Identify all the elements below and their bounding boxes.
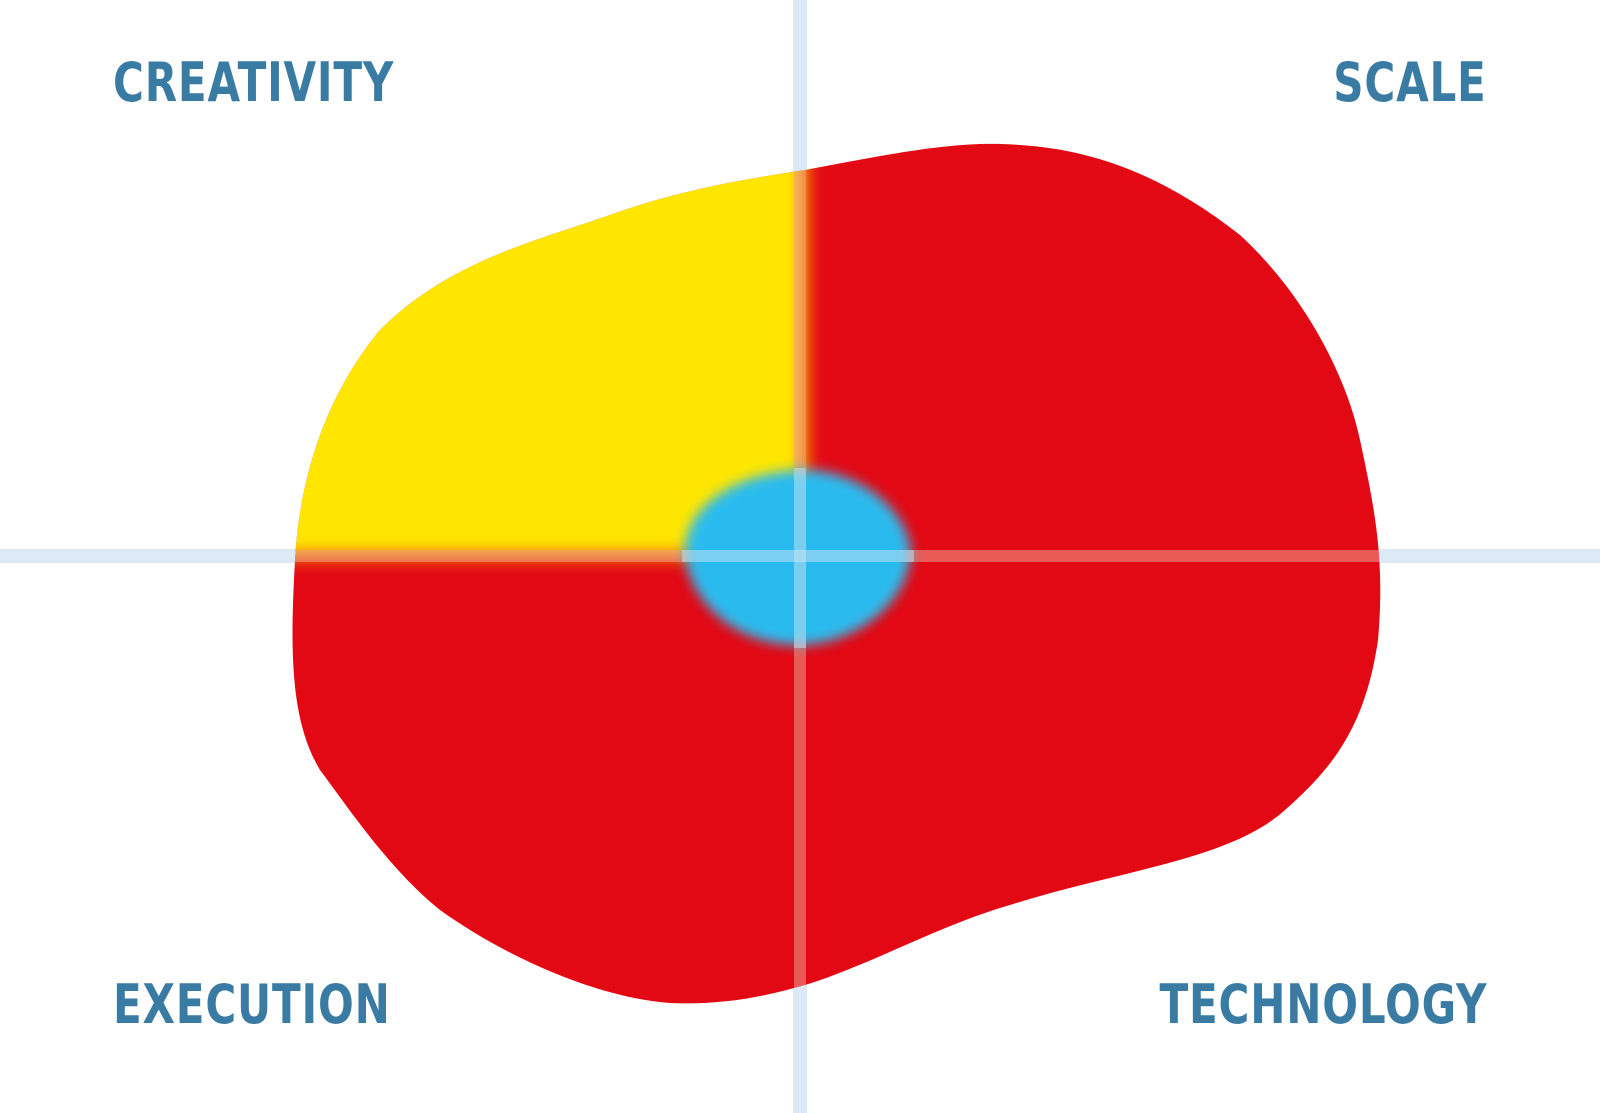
quadrant-label-execution: EXECUTION <box>113 973 391 1036</box>
blob-shape <box>292 143 1381 1004</box>
quadrant-label-scale: SCALE <box>1333 51 1487 114</box>
center-spot <box>684 469 911 646</box>
quadrant-label-technology: TECHNOLOGY <box>1159 973 1487 1036</box>
creativity-region <box>292 143 805 556</box>
quadrant-label-creativity: CREATIVITY <box>113 51 395 114</box>
center-axis-overlay-vertical <box>794 468 806 648</box>
center-axis-overlay-horizontal <box>682 550 914 562</box>
